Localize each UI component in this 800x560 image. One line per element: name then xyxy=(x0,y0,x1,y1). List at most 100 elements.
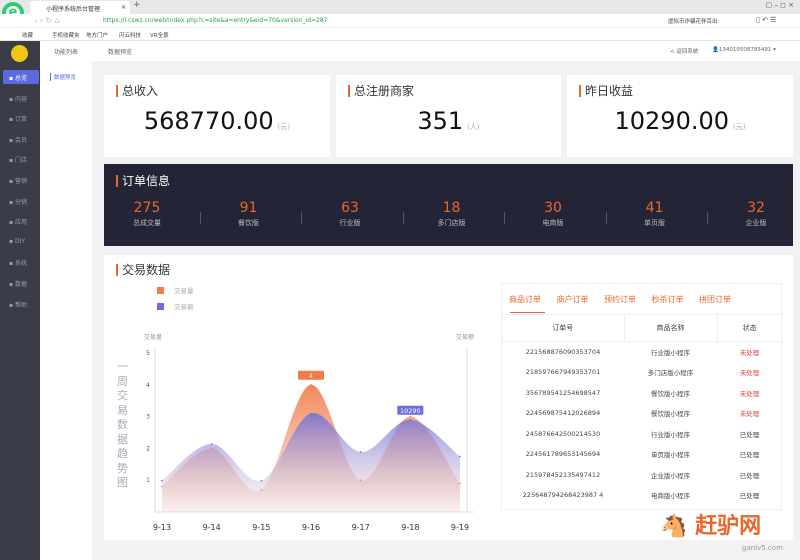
window-controls[interactable]: ▢ – ◻ × xyxy=(765,1,794,9)
stat-value: 275 xyxy=(133,200,161,216)
user-id: 134010508785491 ▾ xyxy=(718,47,776,53)
stat-label: 多门店版 xyxy=(437,219,466,227)
sidebar-item[interactable]: ▪ 内容 xyxy=(3,91,39,105)
table-row[interactable]: 221568876090353704 行业版小程序 未处理 xyxy=(502,342,782,363)
order-stat: 32 企业版 xyxy=(707,200,800,228)
status: 已处理 xyxy=(739,430,760,439)
panel-title: 交易数据 xyxy=(116,264,170,276)
stat-label: 总成交量 xyxy=(133,219,161,227)
order-stat: 30 电商版 xyxy=(504,200,602,228)
product-name: 企业版小程序 xyxy=(651,471,690,480)
card-unit: (人) xyxy=(467,123,480,131)
stat-value: 91 xyxy=(239,200,258,216)
sidebar-item[interactable]: ▪ 应用 xyxy=(3,214,39,228)
nav-buttons[interactable]: ‹ › ↻ ⌂ xyxy=(34,16,60,25)
legend-swatch xyxy=(157,287,164,294)
table-row[interactable]: 245876642500214530 行业版小程序 已处理 xyxy=(502,424,782,445)
new-tab-icon[interactable]: + xyxy=(133,0,141,10)
stat-label: 企业版 xyxy=(745,219,767,227)
bookmark[interactable]: VR全景 xyxy=(150,33,169,39)
table-row[interactable]: 356789541254698547 餐饮版小程序 未处理 xyxy=(502,383,782,404)
order-tab[interactable]: 预约订单 xyxy=(604,295,636,304)
menu-item-icon: ▪ xyxy=(9,116,15,124)
sidebar-item[interactable]: ▪ 总览 xyxy=(3,70,39,84)
order-stat: 18 多门店版 xyxy=(403,200,501,228)
bookmark[interactable]: 手机收藏夹 xyxy=(52,33,80,39)
order-no: 221568876090353704 xyxy=(525,348,601,356)
back-to-system-link[interactable]: < 返回系统 xyxy=(670,49,699,55)
table-row[interactable]: 215978452135497412 企业版小程序 已处理 xyxy=(502,465,782,486)
stat-value: 30 xyxy=(544,200,562,216)
table-row[interactable]: 224561789653145694 单页版小程序 已处理 xyxy=(502,444,782,465)
sidebar-item-label: 系统 xyxy=(14,260,27,268)
sidebar-item-label: 帮助 xyxy=(14,301,27,309)
sidebar-item[interactable]: ▪ 帮助 xyxy=(3,297,39,311)
bookmark[interactable]: 闪云科技 xyxy=(119,33,142,39)
active-tab-indicator xyxy=(510,312,545,313)
product-name: 行业版小程序 xyxy=(651,430,690,439)
card-unit: (元) xyxy=(277,123,291,131)
product-name: 多门店版小程序 xyxy=(647,369,694,378)
url-field[interactable]: https://l.cswz.cn/web/index.php?c=site&a… xyxy=(103,17,328,24)
sidebar-item[interactable]: ▪ 数据 xyxy=(3,276,39,290)
table-row[interactable]: 225648794268423987 4 电商版小程序 已处理 xyxy=(502,485,782,506)
order-tab[interactable]: 秒杀订单 xyxy=(651,295,684,304)
order-stat: 91 餐饮版 xyxy=(200,200,298,228)
sidebar-item-label: 数据 xyxy=(14,281,27,288)
sidebar-item-label: 订单 xyxy=(14,116,27,124)
data-point xyxy=(459,455,461,458)
user-menu[interactable]: 👤134010508785491 ▾ xyxy=(712,47,776,53)
menu-item-icon: ▪ xyxy=(9,260,15,268)
data-label: 10290 xyxy=(400,407,421,415)
data-label-bg xyxy=(397,405,424,415)
close-tab-icon[interactable]: × xyxy=(120,4,126,11)
menu-item-icon: ▪ xyxy=(9,75,15,82)
subnav-title: 功能列表 xyxy=(54,49,79,56)
bookmark[interactable]: 地方门户 xyxy=(86,33,109,39)
sidebar-item[interactable]: ▪ DIY xyxy=(3,235,39,249)
stat-value: 32 xyxy=(747,200,765,216)
y-tick-label: 4 xyxy=(146,382,150,389)
stat-value: 18 xyxy=(442,200,461,216)
sidebar-item[interactable]: ▪ 会员 xyxy=(3,132,39,146)
sidebar-item[interactable]: ▪ 订单 xyxy=(3,111,39,125)
order-stat: 63 行业版 xyxy=(301,200,399,228)
card-title: 昨日收益 xyxy=(579,85,633,97)
stat-label: 单页版 xyxy=(644,219,665,227)
bookmarks-bar: 收藏 手机收藏夹 地方门户 闪云科技 VR全景 xyxy=(0,28,800,41)
sidebar-item-label: 会员 xyxy=(14,136,27,144)
status: 已处理 xyxy=(739,451,760,460)
search-field[interactable]: 虚拟币诈骗花样百出 xyxy=(668,19,718,25)
y-axis-title-right: 交易额 xyxy=(456,333,474,341)
breadcrumb: 数据预览 xyxy=(108,49,133,56)
order-tab[interactable]: 商品订单 xyxy=(509,295,541,304)
sidebar-item[interactable]: ▪ 门店 xyxy=(3,152,39,166)
status: 未处理 xyxy=(739,389,760,398)
sidebar-item[interactable]: ▪ 系统 xyxy=(3,255,39,269)
sidebar-item[interactable]: ▪ 分销 xyxy=(3,194,39,208)
y-tick-label: 3 xyxy=(146,414,150,421)
order-tab[interactable]: 商户订单 xyxy=(556,295,589,304)
card-title: 总注册商家 xyxy=(348,85,414,97)
order-info-panel: 订单信息 275 总成交量 91 餐饮版 63 行业版 18 多门店版 30 电商版 41 单页版 32… xyxy=(104,164,793,246)
menu-item-icon: ▪ xyxy=(9,301,15,309)
x-tick-label: 9-17 xyxy=(352,523,370,532)
stat-label: 电商版 xyxy=(542,219,564,227)
series-area-交易额 xyxy=(162,413,460,512)
order-no: 225648794268423987 4 xyxy=(522,491,604,500)
y-tick-label: 1 xyxy=(146,477,150,484)
stat-label: 餐饮版 xyxy=(238,219,259,227)
order-tab[interactable]: 拼团订单 xyxy=(699,295,731,304)
sidebar-item-label: 内容 xyxy=(14,95,27,103)
sidebar-item[interactable]: ▪ 营销 xyxy=(3,173,39,187)
bookmark[interactable]: 收藏 xyxy=(22,33,34,39)
sidebar-item-label: 总览 xyxy=(14,75,27,82)
table-row[interactable]: 218597667949353701 多门店版小程序 未处理 xyxy=(502,362,782,383)
data-point xyxy=(210,443,213,445)
sidebar-item-label: 营销 xyxy=(14,178,27,185)
browser-tab[interactable]: 小程序系统后台管理 × xyxy=(30,1,130,14)
menu-icon[interactable]: ▯ ↶ ☰ xyxy=(756,16,777,24)
subnav-item-data-preview[interactable]: 数据预览 xyxy=(50,73,76,81)
table-row[interactable]: 224569875412026894 餐饮版小程序 未处理 xyxy=(502,403,782,424)
card-merchants: 总注册商家 351 (人) xyxy=(336,75,561,157)
